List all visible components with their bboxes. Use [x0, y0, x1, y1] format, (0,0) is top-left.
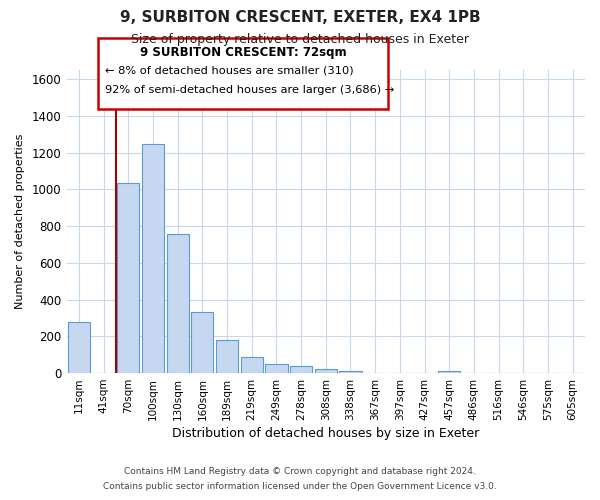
- Text: Contains HM Land Registry data © Crown copyright and database right 2024.: Contains HM Land Registry data © Crown c…: [124, 467, 476, 476]
- Text: 9 SURBITON CRESCENT: 72sqm: 9 SURBITON CRESCENT: 72sqm: [140, 46, 346, 59]
- FancyBboxPatch shape: [98, 38, 388, 110]
- Bar: [167, 234, 189, 373]
- Y-axis label: Number of detached properties: Number of detached properties: [15, 134, 25, 309]
- Bar: [314, 370, 337, 373]
- Bar: [438, 371, 460, 373]
- Bar: [216, 340, 238, 373]
- Text: Size of property relative to detached houses in Exeter: Size of property relative to detached ho…: [131, 32, 469, 46]
- Bar: [340, 371, 362, 373]
- Bar: [241, 358, 263, 373]
- Bar: [290, 366, 312, 373]
- Bar: [117, 183, 139, 373]
- Text: ← 8% of detached houses are smaller (310): ← 8% of detached houses are smaller (310…: [106, 66, 354, 76]
- Bar: [265, 364, 287, 373]
- Bar: [142, 144, 164, 373]
- X-axis label: Distribution of detached houses by size in Exeter: Distribution of detached houses by size …: [172, 427, 479, 440]
- Bar: [191, 312, 214, 373]
- Text: 9, SURBITON CRESCENT, EXETER, EX4 1PB: 9, SURBITON CRESCENT, EXETER, EX4 1PB: [119, 10, 481, 25]
- Text: Contains public sector information licensed under the Open Government Licence v3: Contains public sector information licen…: [103, 482, 497, 491]
- Text: 92% of semi-detached houses are larger (3,686) →: 92% of semi-detached houses are larger (…: [106, 85, 395, 95]
- Bar: [68, 322, 90, 373]
